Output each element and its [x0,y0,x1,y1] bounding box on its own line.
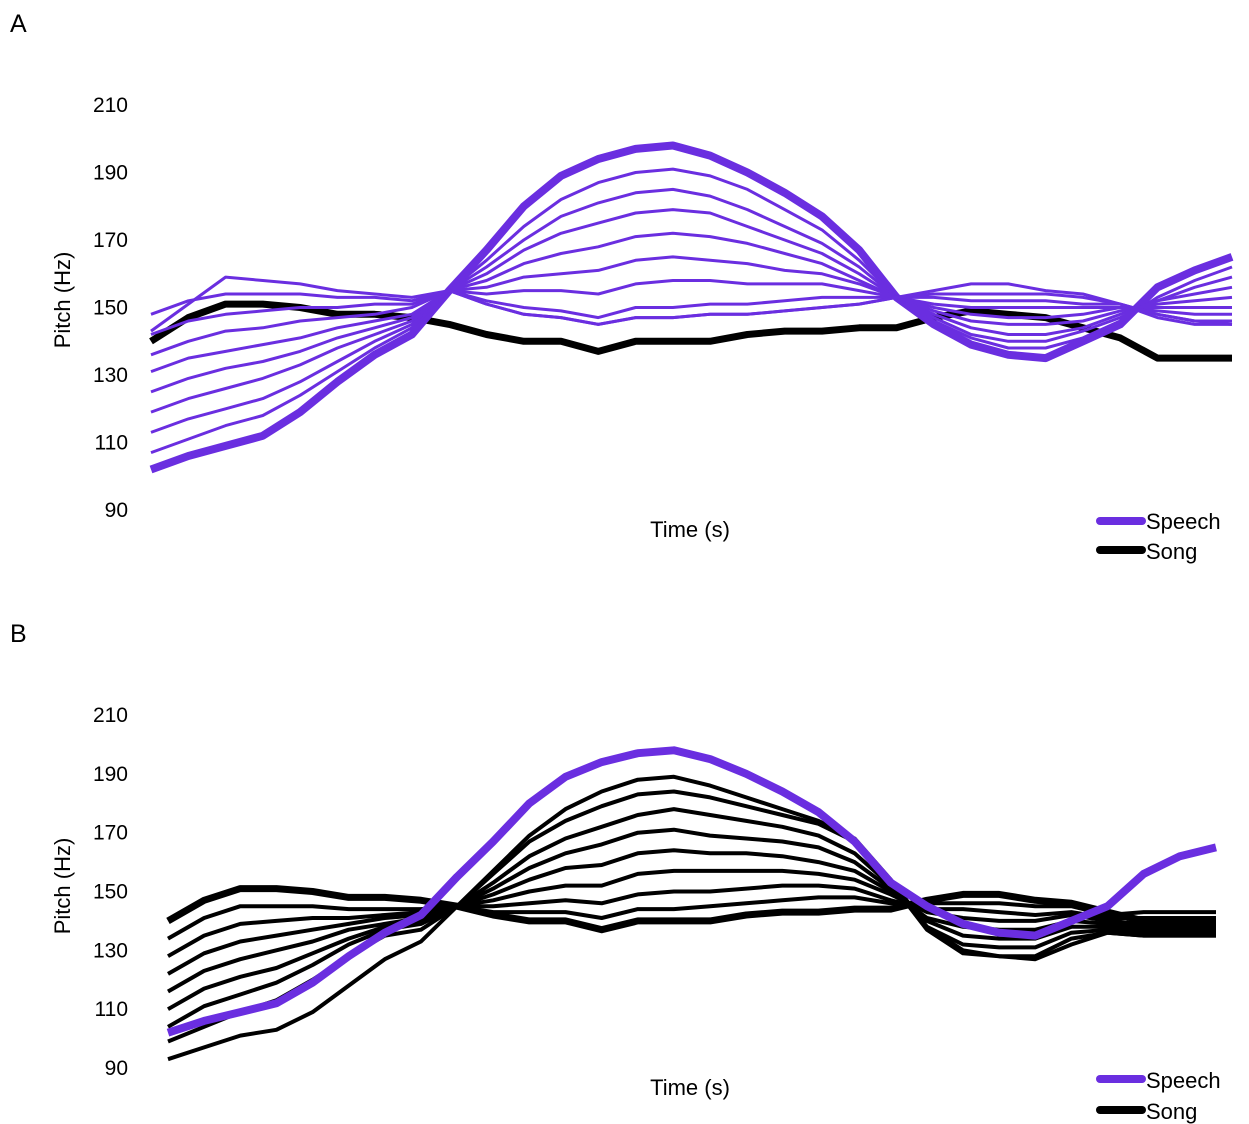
panel-a-y-tick-label: 150 [93,297,128,320]
panel-a: A 90 110 130 150 170 190 210 Pitch (Hz) Time (… [10,10,1234,564]
panel-a-y-tick-label: 130 [93,364,128,387]
panel-b-speech-series-line [166,746,1217,1037]
panel-b: B 90 110 130 150 170 190 210 Pitch (Hz) Time (… [10,620,1221,1124]
panel-b-y-tick-label: 150 [93,881,128,904]
panel-a-contour-line-4 [150,208,1233,414]
panel-b-contour-line-6 [167,807,1216,1029]
panel-a-series [149,141,1234,474]
panel-a-contour-line-5 [150,231,1233,394]
panel-a-legend: Speech Song [1096,509,1221,564]
panel-b-y-ticks: 90 110 130 150 170 190 210 [93,704,128,1080]
panel-a-legend-speech-label: Speech [1146,509,1221,534]
panel-a-contour-line-7 [150,279,1232,357]
panel-a-y-tick-label: 110 [95,432,128,455]
panel-b-legend-speech-label: Speech [1146,1068,1221,1093]
panel-b-y-tick-label: 190 [93,763,128,786]
panel-a-y-tick-label: 90 [105,499,128,522]
panel-a-y-ticks: 90 110 130 150 170 190 210 [93,94,128,522]
panel-a-y-tick-label: 170 [93,229,128,252]
panel-a-contour-line-8 [150,289,1232,336]
panel-b-y-tick-label: 130 [93,939,128,962]
panel-a-y-tick-label: 190 [93,162,128,185]
panel-b-legend: Speech Song [1096,1068,1221,1124]
panel-a-speech-series-line [149,141,1234,474]
panel-b-y-axis-label: Pitch (Hz) [50,838,75,935]
panel-a-contour-line-2 [150,167,1233,455]
panel-b-y-tick-label: 170 [93,822,128,845]
panel-b-contour-line-3 [167,868,1216,976]
panel-a-contour-line-10 [150,275,1233,333]
panel-b-y-tick-label: 110 [95,998,128,1021]
panel-b-contour-line-8 [167,774,1216,1062]
panel-a-label: A [10,10,27,38]
panel-a-song-series-line [149,300,1232,362]
panel-b-contour-line-1 [167,895,1216,941]
panel-a-contour-line-3 [150,187,1233,434]
panel-b-contour-line-2 [167,883,1216,958]
panel-b-contour-line-4 [167,848,1216,994]
panel-b-y-tick-label: 90 [105,1057,128,1080]
panel-b-x-axis-label: Time (s) [650,1075,730,1100]
panel-a-legend-song-label: Song [1146,539,1197,564]
panel-a-y-tick-label: 210 [93,94,128,117]
panel-a-y-axis-label: Pitch (Hz) [50,252,75,349]
panel-b-song-series-line [166,885,1216,934]
panel-a-contour-line-6 [150,255,1232,374]
panel-b-legend-song-label: Song [1146,1099,1197,1124]
panel-b-label: B [10,620,27,648]
panel-b-series [166,746,1217,1062]
panel-b-y-tick-label: 210 [93,704,128,727]
panel-a-x-axis-label: Time (s) [650,517,730,542]
